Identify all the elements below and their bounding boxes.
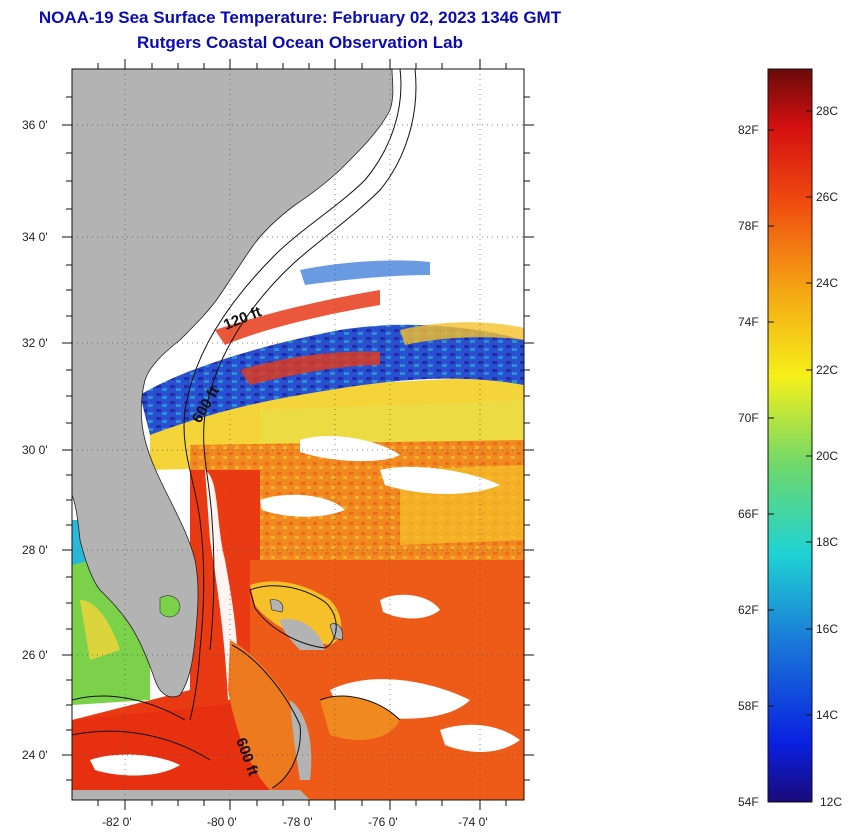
colorbar-c-label-14: 14C (816, 708, 838, 722)
map-subtitle: Rutgers Coastal Ocean Observation Lab (137, 33, 463, 52)
lat-label-36: 36 0' (22, 118, 48, 132)
lat-label-32: 32 0' (22, 336, 48, 350)
lon-label-78: -78 0' (283, 815, 313, 829)
lat-label-28: 28 0' (22, 543, 48, 557)
colorbar-c-label-24: 24C (816, 276, 838, 290)
colorbar-ticks (768, 110, 812, 716)
colorbar-f-label-58: 58F (738, 699, 759, 713)
colorbar-c-label-26: 26C (816, 190, 838, 204)
lat-label-30: 30 0' (22, 443, 48, 457)
colorbar-f-label-62: 62F (738, 603, 759, 617)
colorbar-c-label-16: 16C (816, 622, 838, 636)
lon-label-74: -74 0' (458, 815, 488, 829)
colorbar-c-label-22: 22C (816, 363, 838, 377)
colorbar-c-label-20: 20C (816, 449, 838, 463)
map-title: NOAA-19 Sea Surface Temperature: Februar… (38, 8, 562, 27)
map-ticks (62, 59, 534, 810)
lon-label-80: -80 0' (207, 815, 237, 829)
colorbar-f-label-74: 74F (738, 315, 759, 329)
colorbar-f-label-70: 70F (738, 411, 759, 425)
colorbar-f-label-66: 66F (738, 507, 759, 521)
lat-label-26: 26 0' (22, 648, 48, 662)
colorbar-f-label-54: 54F (738, 795, 759, 809)
lon-label-82: -82 0' (102, 815, 132, 829)
map-frame (71, 68, 525, 801)
lon-label-76: -76 0' (368, 815, 398, 829)
lat-label-24: 24 0' (22, 748, 48, 762)
colorbar-f-label-78: 78F (738, 219, 759, 233)
map-image: 120 ft 600 ft 600 ft (72, 69, 524, 800)
lat-label-34: 34 0' (22, 230, 48, 244)
colorbar-c-label-28: 28C (816, 104, 838, 118)
colorbar-c-label-12: 12C (820, 795, 842, 809)
colorbar-f-label-82: 82F (738, 123, 759, 137)
colorbar (767, 68, 813, 803)
colorbar-c-label-18: 18C (816, 535, 838, 549)
